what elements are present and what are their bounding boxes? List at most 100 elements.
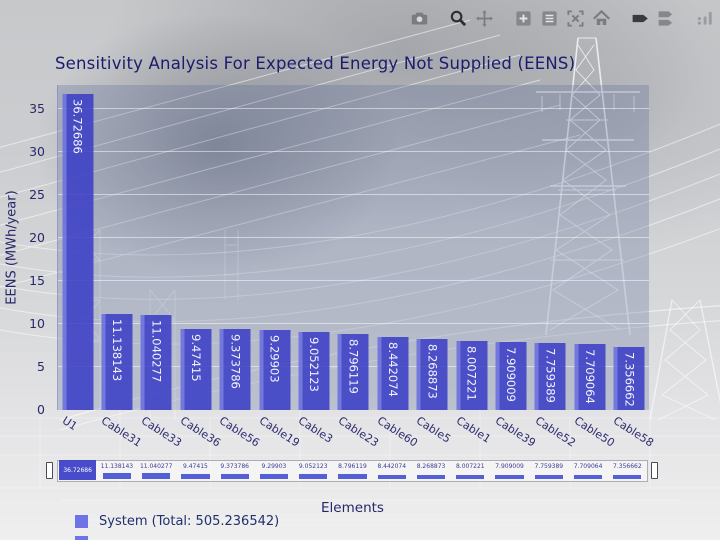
range-slider-cell-Cable56[interactable]: 9.373786 xyxy=(215,461,254,481)
plot-area[interactable]: 36.72686 11.138143 11.040277 9.47415 9.37378… xyxy=(57,85,649,410)
range-slider-cell-Cable58[interactable]: 7.356662 xyxy=(608,461,647,481)
range-slider-mini-bar xyxy=(102,473,132,479)
zoom-out-icon[interactable] xyxy=(538,7,560,29)
bar-Cable58[interactable]: 7.356662 xyxy=(613,346,645,410)
bar-Cable60[interactable]: 8.442074 xyxy=(377,337,409,410)
range-slider-mini-bar xyxy=(59,460,97,480)
x-tick-Cable58[interactable]: Cable58 xyxy=(611,414,657,450)
modebar xyxy=(391,7,716,29)
x-tick-U1[interactable]: U1 xyxy=(59,414,80,434)
range-slider-value-label: 8.796119 xyxy=(338,463,367,470)
range-slider-value-label: 8.268873 xyxy=(416,463,446,470)
bar-slot: 11.138143 xyxy=(97,85,136,410)
range-slider-handle-right[interactable] xyxy=(651,462,658,479)
y-tick-label: 20 xyxy=(29,230,45,246)
range-slider-cell-U1[interactable]: 36.72686 xyxy=(58,460,97,481)
range-slider-value-label: 7.759389 xyxy=(534,463,564,470)
bar-slot: 7.759389 xyxy=(531,85,570,410)
bar-Cable50[interactable]: 7.709064 xyxy=(574,343,606,410)
bar-Cable23[interactable]: 8.796119 xyxy=(337,334,369,410)
x-axis-title: Elements xyxy=(321,500,384,516)
zoom-in-icon[interactable] xyxy=(512,7,534,29)
range-slider-mini-bar xyxy=(220,474,249,479)
x-tick-Cable52[interactable]: Cable52 xyxy=(532,414,578,450)
range-slider-mini-bar xyxy=(573,474,603,479)
x-tick-Cable60[interactable]: Cable60 xyxy=(374,414,420,450)
x-tick-Cable36[interactable]: Cable36 xyxy=(177,414,223,450)
range-slider-mini-bar xyxy=(338,474,367,479)
range-slider[interactable]: 36.72686 11.138143 11.040277 9.47415 9.37378… xyxy=(57,460,648,482)
range-slider-cell-Cable33[interactable]: 11.040277 xyxy=(137,461,176,481)
zoom-icon[interactable] xyxy=(447,7,469,29)
range-slider-mini-bar xyxy=(416,474,446,479)
x-tick-Cable50[interactable]: Cable50 xyxy=(571,414,617,450)
x-tick-Cable33[interactable]: Cable33 xyxy=(138,414,184,450)
bar-slot: 9.29903 xyxy=(255,85,294,410)
x-tick-Cable31[interactable]: Cable31 xyxy=(99,414,145,450)
bar-Cable19[interactable]: 9.29903 xyxy=(259,330,291,410)
range-slider-mini-bar xyxy=(142,473,171,479)
range-slider-cell-Cable3[interactable]: 9.052123 xyxy=(294,461,333,481)
bar-slot: 9.47415 xyxy=(176,85,215,410)
range-slider-cell-Cable1[interactable]: 8.007221 xyxy=(451,461,490,481)
bar-slot: 8.796119 xyxy=(334,85,373,410)
range-slider-value-label: 11.138143 xyxy=(100,463,134,470)
range-slider-mini-bar xyxy=(259,474,289,479)
bar-value-label: 8.796119 xyxy=(346,339,361,395)
bar-Cable31[interactable]: 11.138143 xyxy=(101,314,133,410)
bar-Cable1[interactable]: 8.007221 xyxy=(456,341,488,410)
legend-swatch xyxy=(75,515,88,528)
range-slider-value-label: 36.72686 xyxy=(63,467,92,474)
range-slider-handle-left[interactable] xyxy=(46,462,53,479)
bar-slot: 7.909009 xyxy=(491,85,530,410)
bar-Cable52[interactable]: 7.759389 xyxy=(534,343,566,410)
hover-compare-icon[interactable] xyxy=(655,7,677,29)
x-tick-Cable3[interactable]: Cable3 xyxy=(296,414,336,446)
x-tick-Cable39[interactable]: Cable39 xyxy=(493,414,539,450)
y-tick-label: 35 xyxy=(29,101,45,117)
range-slider-cell-Cable52[interactable]: 7.759389 xyxy=(529,461,568,481)
bar-Cable5[interactable]: 8.268873 xyxy=(416,338,448,410)
range-slider-cell-Cable31[interactable]: 11.138143 xyxy=(97,461,136,481)
camera-icon[interactable] xyxy=(408,7,430,29)
bar-Cable56[interactable]: 9.373786 xyxy=(219,329,251,410)
range-slider-value-label: 7.709064 xyxy=(573,463,603,470)
y-tick-label: 0 xyxy=(37,402,45,417)
bar-value-label: 11.138143 xyxy=(110,319,125,382)
x-tick-Cable56[interactable]: Cable56 xyxy=(217,414,263,450)
hover-closest-icon[interactable] xyxy=(629,7,651,29)
x-tick-Cable1[interactable]: Cable1 xyxy=(453,414,493,446)
bar-Cable36[interactable]: 9.47415 xyxy=(180,328,212,410)
bar-value-label: 7.909009 xyxy=(504,347,519,402)
bar-value-label: 9.373786 xyxy=(228,334,243,390)
range-slider-cell-Cable60[interactable]: 8.442074 xyxy=(372,461,411,481)
legend-item-system[interactable]: System (Total: 505.236542) xyxy=(75,514,279,529)
x-tick-Cable5[interactable]: Cable5 xyxy=(414,414,454,446)
range-slider-value-label: 9.47415 xyxy=(183,463,208,470)
x-axis-tick-labels: U1 Cable31 Cable33 Cable36 Cable56 Cable19 Cab… xyxy=(57,412,657,458)
range-slider-cell-Cable5[interactable]: 8.268873 xyxy=(411,461,450,481)
range-slider-cell-Cable39[interactable]: 7.909009 xyxy=(490,461,529,481)
x-tick-Cable19[interactable]: Cable19 xyxy=(256,414,302,450)
bar-value-label: 9.47415 xyxy=(188,333,203,382)
bar-Cable33[interactable]: 11.040277 xyxy=(140,315,172,410)
autoscale-icon[interactable] xyxy=(564,7,586,29)
bar-slot: 7.709064 xyxy=(570,85,609,410)
home-icon[interactable] xyxy=(590,7,612,29)
bar-Cable39[interactable]: 7.909009 xyxy=(495,342,527,410)
pan-icon[interactable] xyxy=(473,7,495,29)
range-slider-value-label: 9.29903 xyxy=(261,463,287,470)
range-slider-cell-Cable50[interactable]: 7.709064 xyxy=(568,461,607,481)
plotly-logo-icon[interactable] xyxy=(694,7,716,29)
x-tick-Cable23[interactable]: Cable23 xyxy=(335,414,381,450)
y-tick-label: 30 xyxy=(29,144,45,160)
bar-U1[interactable]: 36.72686 xyxy=(62,94,94,410)
range-slider-value-label: 8.007221 xyxy=(455,463,485,470)
range-slider-mini-bar xyxy=(181,474,210,479)
range-slider-cell-Cable23[interactable]: 8.796119 xyxy=(333,461,372,481)
range-slider-cell-Cable19[interactable]: 9.29903 xyxy=(254,461,293,481)
bar-Cable3[interactable]: 9.052123 xyxy=(298,332,330,410)
bar-slot: 36.72686 xyxy=(58,85,97,410)
y-tick-label: 15 xyxy=(29,273,45,289)
range-slider-cell-Cable36[interactable]: 9.47415 xyxy=(176,461,215,481)
